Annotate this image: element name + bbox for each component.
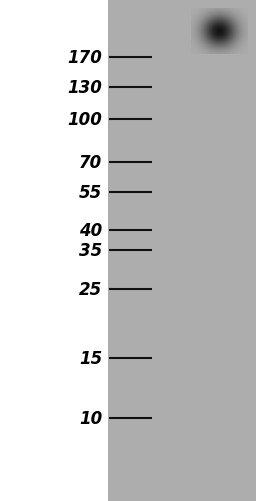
Text: 25: 25 <box>79 281 102 299</box>
Bar <box>108 0 256 501</box>
Text: 100: 100 <box>68 111 102 129</box>
Text: 170: 170 <box>68 49 102 67</box>
Text: 15: 15 <box>79 349 102 367</box>
Text: 130: 130 <box>68 79 102 97</box>
Text: 10: 10 <box>79 409 102 427</box>
Text: 55: 55 <box>79 184 102 202</box>
Text: 35: 35 <box>79 241 102 260</box>
Text: 40: 40 <box>79 221 102 239</box>
Text: 70: 70 <box>79 154 102 172</box>
